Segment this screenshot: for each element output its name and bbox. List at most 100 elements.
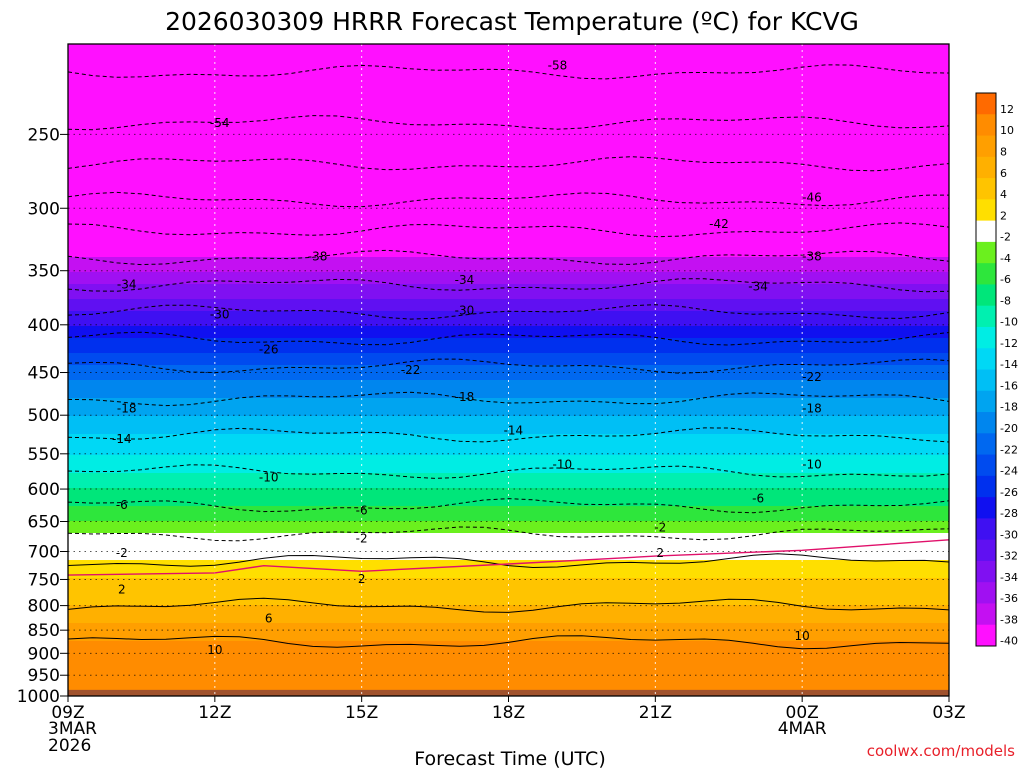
contour-label: -18 [455, 390, 475, 404]
colorbar-segment [976, 433, 996, 456]
temperature-band [68, 527, 949, 531]
contour-label: 2 [656, 546, 664, 560]
temperature-band [68, 683, 949, 687]
contour-label: -26 [259, 342, 279, 356]
contour-line [68, 191, 949, 208]
temperature-band [68, 473, 949, 477]
credit-link[interactable]: coolwx.com/models [867, 742, 1015, 760]
y-tick-label: 600 [28, 480, 60, 500]
x-tick-label: 15Z [345, 703, 378, 723]
contour-label: -10 [802, 458, 822, 472]
colorbar-segment [976, 93, 996, 115]
temperature-band [68, 245, 949, 249]
temperature-band [68, 341, 949, 345]
temperature-band [68, 251, 949, 255]
temperature-band [68, 125, 949, 129]
colorbar-segment [976, 263, 996, 285]
temperature-band [68, 311, 949, 315]
temperature-band [68, 299, 949, 303]
contour-label: -2 [654, 521, 666, 535]
temperature-band [68, 305, 949, 309]
colorbar-segment [976, 178, 996, 200]
temperature-band [68, 623, 949, 627]
colorbar-segment [976, 624, 996, 647]
contour-line [68, 249, 949, 266]
temperature-band [68, 173, 949, 177]
colorbar-segment [976, 284, 996, 307]
contour-label: -22 [401, 363, 421, 377]
colorbar-segment [976, 603, 996, 626]
contour-label: -42 [709, 217, 729, 231]
x-tick-label: 00Z [786, 703, 819, 723]
x-tick-sublabel: 4MAR [778, 719, 827, 739]
colorbar-segment [976, 348, 996, 370]
temperature-band [68, 575, 949, 579]
temperature-band [68, 509, 949, 513]
y-tick-label: 550 [28, 445, 60, 465]
contour-label: -22 [802, 370, 822, 384]
colorbar-label: -26 [1000, 486, 1018, 499]
contour-label: -14 [112, 432, 132, 446]
temperature-band [68, 347, 949, 351]
colorbar-segment [976, 326, 996, 349]
temperature-band [68, 227, 949, 231]
contour-line [68, 498, 949, 514]
colorbar-label: -8 [1000, 294, 1011, 307]
colorbar-segment [976, 475, 996, 498]
contour-label: -34 [455, 273, 475, 287]
contour-label: -38 [308, 250, 328, 264]
temperature-band [68, 383, 949, 387]
temperature-band [68, 203, 949, 207]
temperature-band [68, 425, 949, 429]
temperature-band [68, 569, 949, 573]
temperature-band [68, 65, 949, 69]
colorbar: 12 10 8 6 4 2 -2 -4 -6 -8 -10 -12 -14 -16 -18 -20 -22 -24… [975, 92, 1018, 648]
contour-label: 6 [265, 612, 273, 626]
contour-lines [68, 64, 949, 650]
contour-label: -54 [210, 116, 230, 130]
colorbar-label: -36 [1000, 592, 1018, 605]
y-tick-label: 400 [28, 316, 60, 336]
contour-label: 2 [118, 583, 126, 597]
colorbar-label: -32 [1000, 550, 1018, 563]
contour-label: -58 [548, 59, 568, 73]
contour-label: -2 [116, 546, 128, 560]
temperature-band [68, 617, 949, 621]
colorbar-segment [976, 412, 996, 434]
y-tick-label: 250 [28, 125, 60, 145]
contour-label: -10 [553, 458, 573, 472]
x-tick-sublabel: 2026 [48, 736, 91, 756]
temperature-band [68, 137, 949, 141]
x-tick-label: 09Z [51, 703, 84, 723]
temperature-band [68, 77, 949, 81]
contour-line [68, 391, 949, 407]
temperature-band [68, 515, 949, 519]
contour-line [68, 358, 949, 374]
temperature-band [68, 533, 949, 537]
plot-area: -58-54-46-42-38 -38-34 -34 -34-30 -30-26-22-… [67, 43, 950, 697]
temperature-band [68, 449, 949, 453]
x-tick-label: 18Z [492, 703, 525, 723]
temperature-band [68, 275, 949, 279]
temperature-band [68, 629, 949, 633]
contour-label: -6 [356, 504, 368, 518]
chart-title: 2026030309 HRRR Forecast Temperature (ºC… [165, 7, 859, 36]
colorbar-segment [976, 518, 996, 541]
contour-label: -34 [748, 280, 768, 294]
temperature-band [68, 419, 949, 423]
contour-line [68, 597, 949, 613]
temperature-band [68, 101, 949, 105]
x-tick-label: 21Z [639, 703, 672, 723]
x-axis-label: Forecast Time (UTC) [414, 748, 605, 768]
contour-line [68, 115, 949, 131]
temperature-band [68, 605, 949, 609]
colorbar-segment [976, 199, 996, 222]
temperature-band [68, 491, 949, 495]
colorbar-label: -16 [1000, 379, 1018, 392]
temperature-band [68, 47, 949, 51]
temperature-band [68, 59, 949, 63]
contour-line [68, 331, 949, 346]
temperature-band [68, 209, 949, 213]
